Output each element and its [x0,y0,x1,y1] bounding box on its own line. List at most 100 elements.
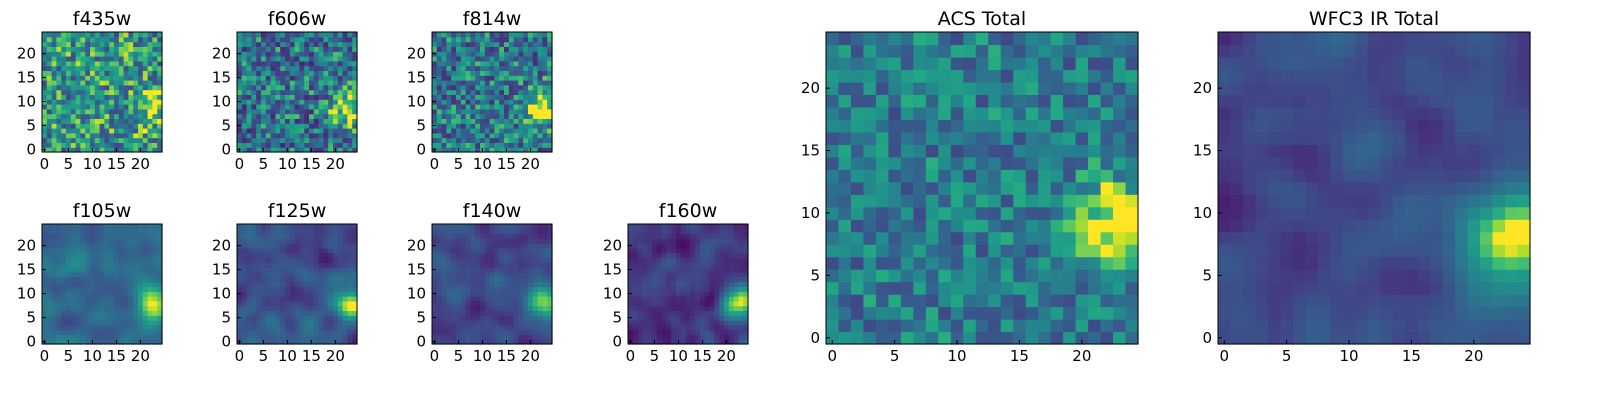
heatmap-cell [743,315,749,321]
heatmap-cell [704,296,711,302]
heatmap-cell [441,257,447,263]
heatmap-cell [441,118,447,124]
heatmap-cell [542,94,548,100]
heatmap-cell [342,41,348,47]
heatmap-cell [51,233,57,239]
heatmap-cell [508,300,515,307]
heatmap-cell [695,276,701,283]
heatmap-cell [743,267,749,273]
heatmap-cell [270,286,276,292]
heatmap-cell [441,41,447,47]
heatmap-cell [142,75,149,81]
heatmap-cell [251,128,257,134]
heatmap-cell [56,305,62,311]
heatmap-cell [456,75,462,81]
heatmap-cell [104,84,110,91]
heatmap-cell [152,272,158,278]
heatmap-cell [743,262,749,268]
heatmap-cell [289,104,296,110]
heatmap-cell [528,99,534,105]
heatmap-cell [352,281,358,287]
heatmap-cell [75,228,81,235]
heatmap-cell [261,238,267,244]
heatmap-cell [133,300,139,307]
heatmap-cell [241,84,248,91]
heatmap-cell [270,310,276,316]
heatmap-cell [1088,319,1102,333]
heatmap-cell [299,137,305,143]
heatmap-cell [275,238,281,244]
heatmap-cell [475,315,481,321]
heatmap-cell [719,228,725,235]
heatmap-cell [152,80,158,86]
heatmap-cell [446,324,452,331]
heatmap-cell [270,104,276,110]
heatmap-cell [285,80,291,86]
heatmap-cell [709,228,715,235]
heatmap-cell [152,334,158,340]
heatmap-cell [728,262,735,268]
y-tick-label: 15 [212,69,231,87]
heatmap-cell [542,36,548,43]
heatmap-cell [888,131,902,145]
heatmap-cell [494,324,500,331]
heatmap-cell [80,305,86,311]
heatmap-cell [975,181,989,195]
heatmap-cell [508,257,515,263]
heatmap-cell [547,320,553,326]
heatmap-cell [523,70,529,76]
heatmap-cell [323,243,329,249]
heatmap-cell [261,276,267,283]
heatmap-cell [1075,231,1089,245]
heatmap-cell [147,142,153,148]
heatmap-cell [690,324,696,331]
heatmap-cell [475,89,481,95]
heatmap-cell [642,281,648,287]
heatmap-cell [309,286,315,292]
heatmap-cell [518,324,524,331]
heatmap-cell [451,252,457,259]
heatmap-cell [275,32,281,38]
heatmap-cell [532,315,539,321]
heatmap-cell [270,94,276,100]
heatmap-cell [714,262,720,268]
heatmap-cell [700,228,706,235]
heatmap-cell [513,60,519,67]
heatmap-cell [94,233,101,239]
heatmap-cell [261,257,267,263]
heatmap-cell [724,262,730,268]
heatmap-cell [1125,181,1139,195]
heatmap-cell [342,51,348,57]
heatmap-cell [352,41,358,47]
heatmap-cell [523,257,529,263]
heatmap-cell [1050,281,1064,295]
heatmap-cell [90,118,96,124]
heatmap-cell [666,276,672,283]
heatmap-cell [484,243,491,249]
heatmap-cell [1025,181,1039,195]
heatmap-cell [142,324,149,331]
heatmap-cell [465,147,471,153]
heatmap-cell [518,147,524,153]
heatmap-cell [432,70,438,76]
heatmap-cell [690,281,696,287]
heatmap-cell [451,228,457,235]
heatmap-cell [1113,294,1127,308]
heatmap-cell [465,108,471,115]
heatmap-cell [318,320,324,326]
heatmap-cell [733,310,739,316]
heatmap-cell [460,132,467,139]
heatmap-cell [547,272,553,278]
heatmap-cell [719,248,725,254]
heatmap-cell [446,281,452,287]
heatmap-cell [950,119,964,133]
heatmap-cell [157,262,163,268]
heatmap-cell [80,334,86,340]
heatmap-cell [652,305,658,311]
heatmap-cell [133,320,139,326]
heatmap-cell [465,41,471,47]
heatmap-cell [118,324,125,331]
heatmap-cell [333,281,339,287]
heatmap-cell [451,267,457,273]
